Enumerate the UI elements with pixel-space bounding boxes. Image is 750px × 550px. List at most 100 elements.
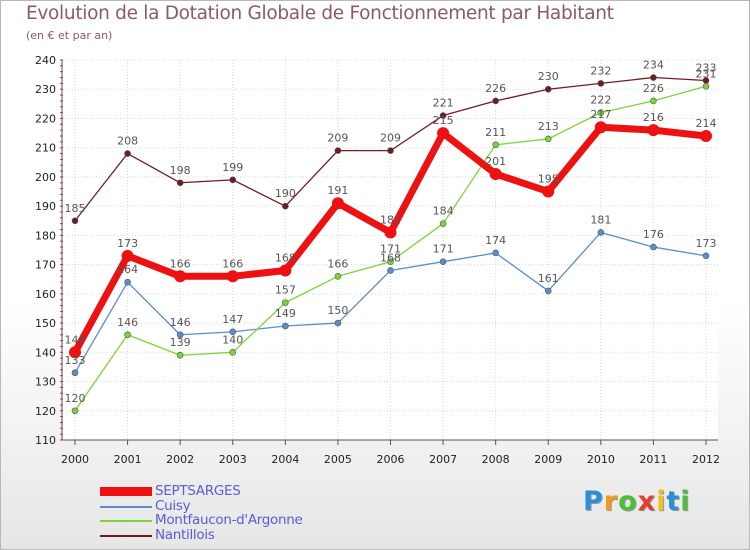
data-label-cuisy: 173 bbox=[696, 237, 717, 250]
data-point-montfaucon-d-argonne bbox=[229, 349, 237, 356]
data-label-nantillois: 230 bbox=[538, 70, 559, 83]
data-point-septsarges bbox=[647, 124, 660, 137]
y-tick-label: 120 bbox=[35, 405, 56, 418]
data-point-nantillois bbox=[282, 202, 289, 210]
data-label-montfaucon-d-argonne: 211 bbox=[485, 126, 506, 139]
y-tick-label: 200 bbox=[35, 171, 56, 184]
data-point-septsarges bbox=[594, 121, 607, 134]
data-point-septsarges bbox=[226, 270, 239, 283]
data-point-septsarges bbox=[121, 249, 134, 262]
data-point-montfaucon-d-argonne bbox=[176, 351, 184, 359]
data-label-nantillois: 209 bbox=[380, 132, 401, 145]
y-tick-label: 130 bbox=[35, 376, 56, 389]
data-point-septsarges bbox=[489, 168, 502, 180]
logo-letter: i bbox=[656, 486, 667, 517]
data-point-septsarges bbox=[700, 130, 712, 142]
data-label-cuisy: 176 bbox=[643, 228, 664, 241]
data-point-septsarges bbox=[542, 185, 555, 198]
data-label-septsarges: 168 bbox=[275, 251, 296, 264]
data-label-nantillois: 234 bbox=[643, 59, 664, 72]
data-point-nantillois bbox=[387, 147, 394, 154]
data-point-septsarges bbox=[437, 127, 450, 140]
data-label-septsarges: 195 bbox=[538, 173, 559, 186]
data-label-montfaucon-d-argonne: 157 bbox=[275, 284, 296, 297]
data-point-montfaucon-d-argonne bbox=[71, 407, 79, 415]
data-point-cuisy bbox=[702, 252, 710, 260]
logo-letter: t bbox=[666, 486, 681, 517]
data-label-septsarges: 201 bbox=[485, 155, 506, 168]
data-point-montfaucon-d-argonne bbox=[597, 109, 605, 116]
y-tick-label: 160 bbox=[35, 288, 56, 301]
x-tick-label: 2010 bbox=[587, 453, 615, 466]
y-tick-label: 170 bbox=[35, 259, 56, 272]
data-point-cuisy bbox=[387, 267, 394, 274]
data-point-montfaucon-d-argonne bbox=[544, 135, 552, 143]
data-point-cuisy bbox=[439, 258, 447, 265]
data-point-montfaucon-d-argonne bbox=[439, 220, 447, 227]
data-point-septsarges bbox=[331, 197, 344, 210]
y-tick-label: 220 bbox=[35, 112, 56, 125]
data-label-cuisy: 146 bbox=[170, 316, 191, 329]
data-point-nantillois bbox=[597, 80, 605, 87]
legend-label: Cuisy bbox=[155, 497, 191, 514]
x-tick-label: 2011 bbox=[639, 453, 667, 466]
data-point-nantillois bbox=[650, 74, 657, 81]
data-label-cuisy: 171 bbox=[433, 243, 454, 256]
y-tick-label: 190 bbox=[35, 200, 56, 213]
data-label-nantillois: 232 bbox=[590, 64, 611, 77]
logo-letter: x bbox=[637, 486, 657, 517]
legend-label: Montfaucon-d'Argonne bbox=[155, 512, 303, 528]
y-tick-label: 150 bbox=[35, 317, 56, 330]
data-point-cuisy bbox=[650, 243, 657, 251]
data-label-septsarges: 217 bbox=[590, 108, 611, 121]
x-tick-label: 2002 bbox=[166, 453, 194, 466]
data-point-cuisy bbox=[492, 249, 499, 257]
logo-letter: i bbox=[680, 486, 691, 517]
y-tick-label: 240 bbox=[35, 54, 56, 67]
logo-letter: r bbox=[603, 486, 619, 517]
x-tick-label: 2000 bbox=[61, 453, 89, 466]
data-point-nantillois bbox=[439, 112, 447, 119]
data-label-septsarges: 191 bbox=[327, 184, 348, 197]
data-point-cuisy bbox=[124, 278, 131, 286]
data-label-montfaucon-d-argonne: 171 bbox=[380, 243, 401, 256]
data-label-septsarges: 166 bbox=[222, 257, 243, 270]
y-tick-label: 140 bbox=[35, 346, 56, 359]
chart-title: Evolution de la Dotation Globale de Fonc… bbox=[26, 3, 614, 24]
data-point-montfaucon-d-argonne bbox=[650, 97, 657, 105]
data-point-nantillois bbox=[71, 217, 79, 225]
data-label-cuisy: 164 bbox=[117, 263, 138, 276]
data-label-montfaucon-d-argonne: 166 bbox=[327, 257, 348, 270]
data-point-cuisy bbox=[71, 369, 79, 377]
x-tick-label: 2001 bbox=[114, 453, 142, 466]
data-point-cuisy bbox=[334, 319, 342, 327]
data-label-cuisy: 168 bbox=[380, 251, 401, 264]
data-point-montfaucon-d-argonne bbox=[282, 299, 289, 306]
data-label-montfaucon-d-argonne: 146 bbox=[117, 316, 138, 329]
y-tick-label: 230 bbox=[35, 83, 56, 96]
data-label-montfaucon-d-argonne: 222 bbox=[590, 94, 611, 107]
data-label-montfaucon-d-argonne: 139 bbox=[170, 336, 191, 349]
data-point-cuisy bbox=[597, 229, 605, 236]
data-label-septsarges: 140 bbox=[65, 333, 86, 346]
x-tick-label: 2012 bbox=[692, 453, 720, 466]
data-point-montfaucon-d-argonne bbox=[124, 331, 131, 339]
data-label-nantillois: 198 bbox=[170, 164, 191, 177]
data-label-nantillois: 185 bbox=[65, 202, 86, 215]
data-label-nantillois: 208 bbox=[117, 135, 138, 148]
data-label-nantillois: 233 bbox=[696, 61, 717, 74]
data-label-septsarges: 173 bbox=[117, 237, 138, 250]
data-point-septsarges bbox=[279, 264, 292, 277]
x-tick-label: 2003 bbox=[219, 453, 247, 466]
x-tick-label: 2006 bbox=[377, 453, 405, 466]
data-label-septsarges: 216 bbox=[643, 111, 664, 124]
data-point-cuisy bbox=[176, 331, 184, 339]
data-point-nantillois bbox=[544, 85, 552, 93]
logo-letter: P bbox=[583, 486, 604, 517]
data-label-nantillois: 221 bbox=[433, 97, 454, 110]
data-label-septsarges: 181 bbox=[380, 213, 401, 226]
data-label-nantillois: 226 bbox=[485, 82, 506, 95]
data-point-nantillois bbox=[229, 176, 237, 184]
data-point-septsarges bbox=[69, 346, 81, 359]
legend-swatch bbox=[100, 534, 152, 537]
